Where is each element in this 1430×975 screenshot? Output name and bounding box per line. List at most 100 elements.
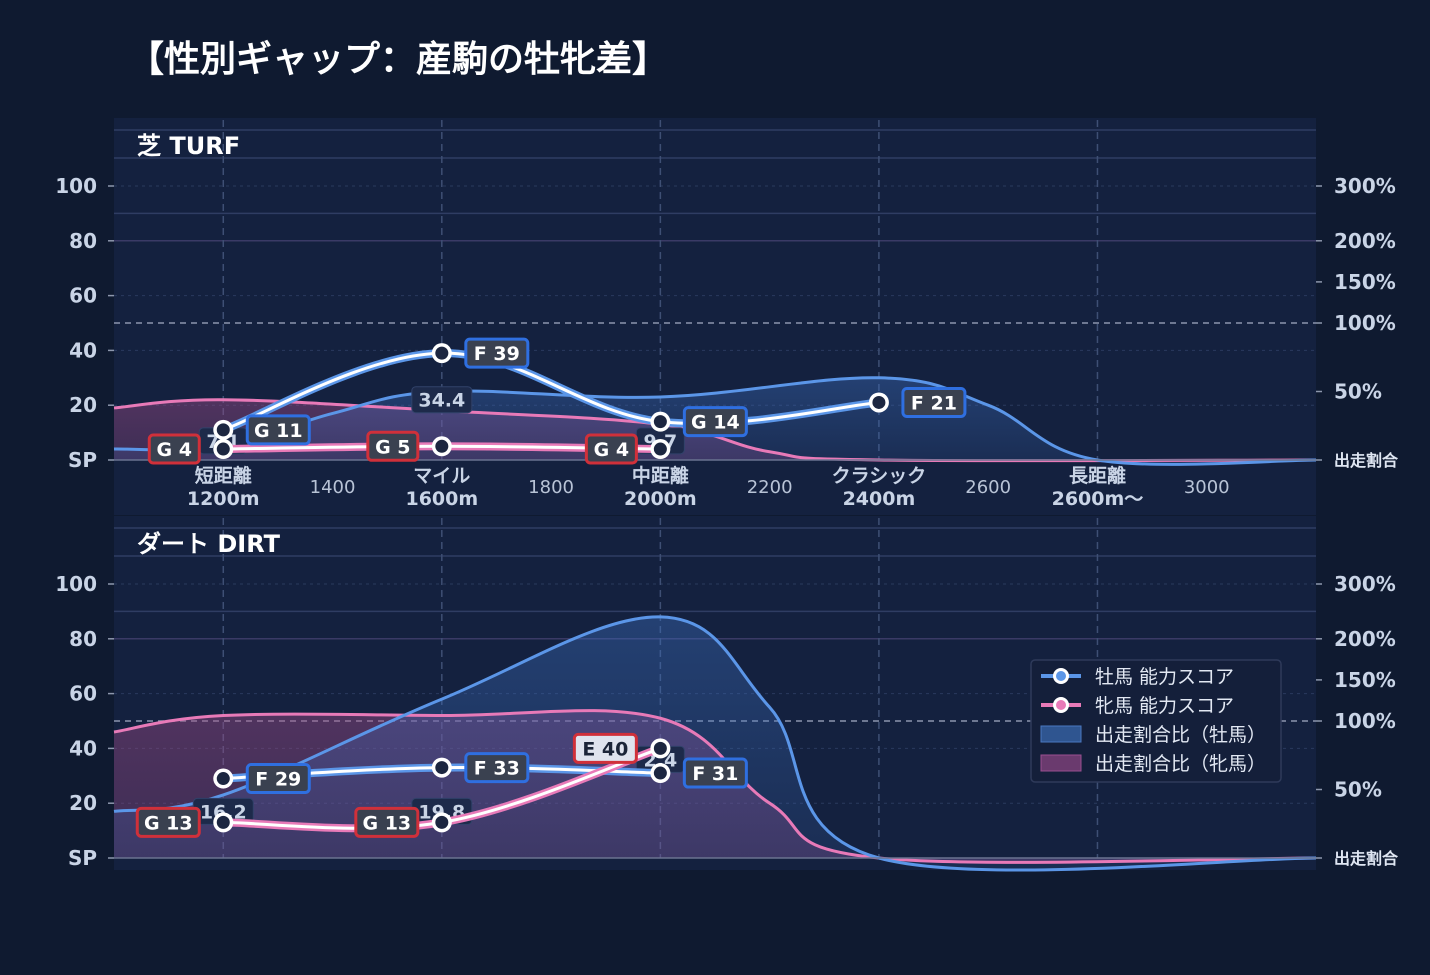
grade-label-box <box>354 806 420 838</box>
grade-label-box <box>147 433 201 465</box>
point-core <box>872 395 886 409</box>
legend-label: 出走割合比（牡馬） <box>1095 724 1266 746</box>
legend-marker-core <box>1056 671 1066 681</box>
grade-label-box <box>682 757 748 789</box>
grade-label-box <box>135 806 201 838</box>
grade-label-text: F 33 <box>474 758 520 780</box>
grade-label-text: G 14 <box>691 412 740 434</box>
point-core <box>653 741 667 755</box>
point-core <box>653 766 667 780</box>
grade-label-box <box>584 433 638 465</box>
female-grade-label: G 5 <box>366 430 420 462</box>
female-ratio-line <box>113 709 1317 864</box>
x-tick-label: 2200 <box>747 477 793 498</box>
legend-swatch-icon <box>1040 754 1082 772</box>
ratio-label: 34.4 <box>411 386 473 414</box>
ytick-label: 100 <box>55 174 97 198</box>
x-category-distance: 2000m <box>624 488 697 510</box>
ytick-label: 80 <box>69 229 97 253</box>
grade-label-box <box>682 406 748 438</box>
x-category-label: 短距離 <box>195 464 252 487</box>
turf-panel: 7.134.49.7G 11F 39G 14F 21G 4G 5G 410080… <box>55 118 1399 515</box>
male-score-line <box>221 351 881 432</box>
point-core <box>216 815 230 829</box>
x-tick-label: 2600 <box>965 477 1011 498</box>
legend-item-female-score: 牝馬 能力スコア <box>1041 695 1234 717</box>
ratio-label-box <box>411 386 473 414</box>
ytick-label-right: 150% <box>1334 668 1396 692</box>
point-core <box>435 761 449 775</box>
x-tick-label: 1400 <box>310 477 356 498</box>
male-grade-label: F 21 <box>901 386 967 418</box>
grade-label-text: G 11 <box>254 420 303 442</box>
ytick-label: 20 <box>69 791 97 815</box>
ytick-label: 20 <box>69 393 97 417</box>
ytick-label: 40 <box>69 736 97 760</box>
ytick-label-right: 出走割合 <box>1334 451 1399 470</box>
x-category-label: マイル <box>413 465 470 487</box>
point-core <box>216 423 230 437</box>
point-core <box>653 442 667 456</box>
male-grade-label: G 11 <box>245 414 311 446</box>
grade-label-box <box>366 430 420 462</box>
ytick-label: 40 <box>69 338 97 362</box>
male-grade-label: F 29 <box>245 763 311 795</box>
grade-label-text: F 31 <box>692 763 738 785</box>
male-grade-label: F 31 <box>682 757 748 789</box>
male-grade-label: G 14 <box>682 406 748 438</box>
legend-item-male-ratio: 出走割合比（牡馬） <box>1040 724 1266 746</box>
point-core <box>216 442 230 456</box>
point-core <box>435 346 449 360</box>
legend-label: 出走割合比（牝馬） <box>1095 753 1266 775</box>
page-title: 【性別ギャップ：産駒の牡牝差】 <box>128 39 669 80</box>
male-grade-label: F 33 <box>464 752 530 784</box>
x-tick-label: 3000 <box>1184 477 1230 498</box>
x-category-distance: 1600m <box>405 488 478 510</box>
point-core <box>653 415 667 429</box>
x-category-distance: 2400m <box>843 488 916 510</box>
grade-label-text: F 39 <box>474 343 520 365</box>
legend-marker-core <box>1056 700 1066 710</box>
ytick-label-right: 100% <box>1334 709 1396 733</box>
x-category-label: 中距離 <box>632 464 689 487</box>
ytick-label: 100 <box>55 572 97 596</box>
point-core <box>435 439 449 453</box>
female-grade-label: E 40 <box>572 732 638 764</box>
ytick-label-right: 50% <box>1334 778 1382 802</box>
legend-label: 牡馬 能力スコア <box>1095 666 1234 688</box>
female-grade-label: G 13 <box>354 806 420 838</box>
x-category-distance: 1200m <box>187 488 260 510</box>
ytick-label-right: 100% <box>1334 311 1396 335</box>
female-grade-label: G 13 <box>135 806 201 838</box>
panel-title: ダート DIRT <box>137 530 281 558</box>
ytick-label-right: 出走割合 <box>1334 849 1399 868</box>
point-core <box>216 772 230 786</box>
grade-label-text: F 29 <box>255 769 301 791</box>
male-grade-label: F 39 <box>464 337 530 369</box>
grade-label-text: E 40 <box>582 738 628 760</box>
grade-label-box <box>901 386 967 418</box>
legend-item-male-score: 牡馬 能力スコア <box>1041 666 1234 688</box>
ytick-label: 80 <box>69 627 97 651</box>
ytick-label-right: 150% <box>1334 270 1396 294</box>
female-grade-label: G 4 <box>584 433 638 465</box>
ytick-label: SP <box>68 846 97 870</box>
x-category-label: クラシック <box>832 465 927 487</box>
grade-label-box <box>464 752 530 784</box>
grade-label-text: G 5 <box>375 436 410 458</box>
legend-item-female-ratio: 出走割合比（牝馬） <box>1040 753 1266 775</box>
x-category-distance: 2600m〜 <box>1052 488 1144 510</box>
panel-title: 芝 TURF <box>137 132 240 160</box>
grade-label-box <box>464 337 530 369</box>
grade-label-text: G 13 <box>362 812 411 834</box>
ytick-label: 60 <box>69 682 97 706</box>
legend-label: 牝馬 能力スコア <box>1095 695 1234 717</box>
x-category-label: 長距離 <box>1069 464 1126 487</box>
female-grade-label: G 4 <box>147 433 201 465</box>
point-core <box>435 815 449 829</box>
ytick-label-right: 300% <box>1334 572 1396 596</box>
grade-label-text: G 4 <box>594 439 629 461</box>
ytick-label-right: 200% <box>1334 229 1396 253</box>
